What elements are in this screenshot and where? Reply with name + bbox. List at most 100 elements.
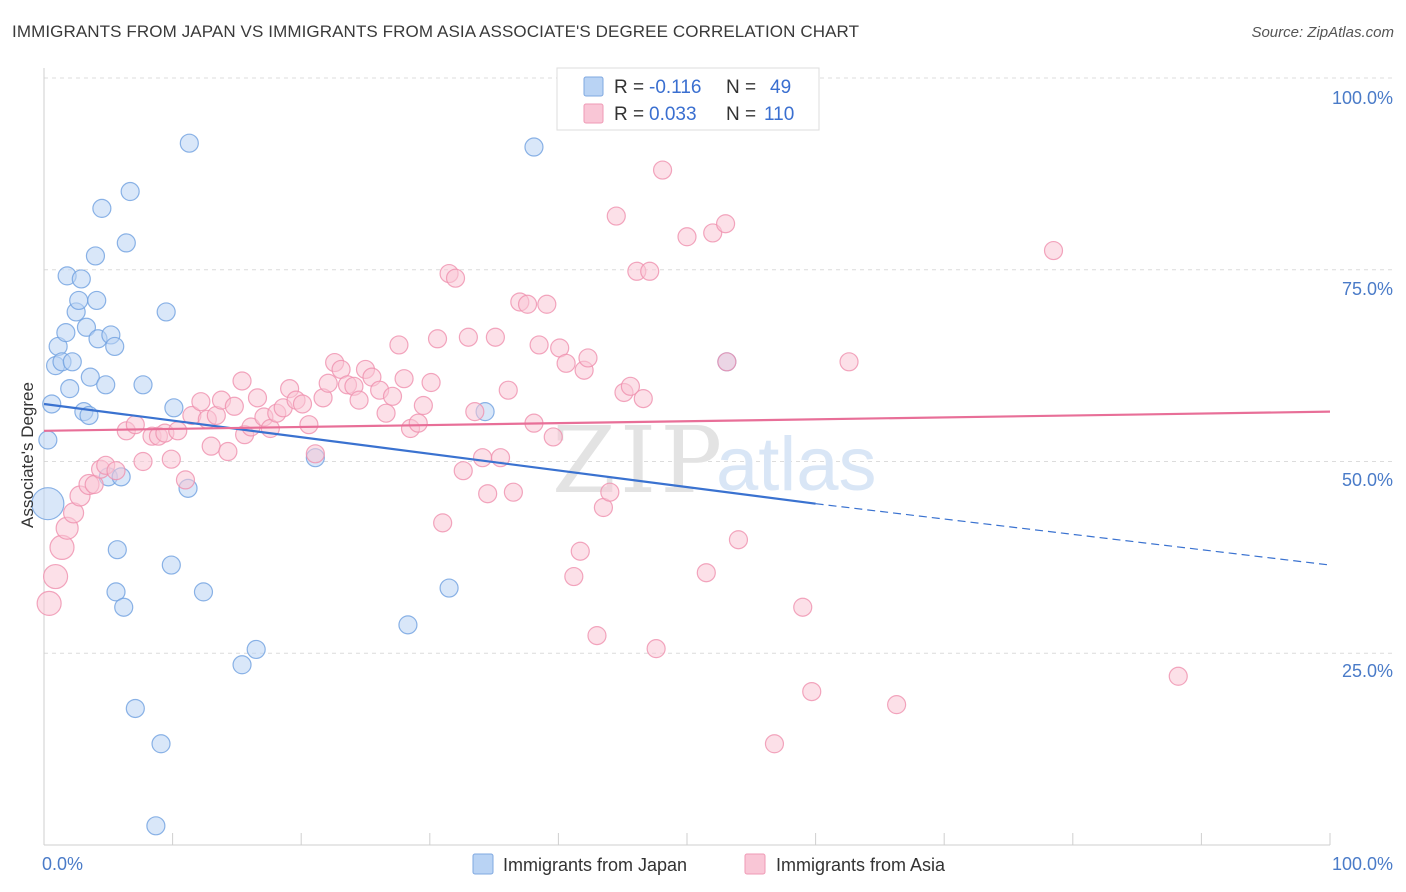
point-asia-26 [218, 441, 238, 462]
point-asia-59 [427, 329, 448, 349]
y-tick-label-75: 75.0% [1342, 279, 1393, 299]
point-asia-65 [465, 402, 485, 422]
point-asia-57 [413, 395, 433, 416]
point-asia-56 [408, 413, 428, 433]
point-asia-80 [564, 566, 584, 587]
bottom-legend-swatch-japan [472, 853, 494, 875]
y-tick-label-100: 100.0% [1332, 88, 1393, 108]
legend-r-value-asia: 0.033 [649, 104, 697, 125]
point-asia-84 [587, 626, 607, 646]
point-japan-25 [107, 540, 127, 560]
point-asia-92 [640, 261, 660, 281]
point-japan-17 [85, 246, 106, 266]
point-asia-21 [191, 392, 211, 412]
point-japan-29 [116, 233, 136, 253]
point-asia-83 [578, 348, 598, 368]
point-japan-11 [69, 290, 89, 311]
point-asia-58 [421, 372, 441, 393]
trend-asia [43, 410, 1331, 432]
point-asia-40 [305, 444, 325, 464]
point-japan-37 [164, 398, 184, 418]
point-japan-21 [96, 375, 116, 395]
point-japan-9 [62, 352, 82, 372]
y-tick-label-25: 25.0% [1342, 661, 1393, 681]
point-japan-8 [60, 379, 80, 399]
legend-n-label-japan: N = [726, 77, 756, 98]
top-legend: R = -0.116 N = 49 R = 0.033 N = 110 [556, 67, 820, 131]
point-asia-87 [606, 206, 626, 226]
point-asia-79 [556, 353, 576, 373]
point-japan-18 [87, 290, 107, 311]
point-asia-54 [394, 369, 414, 389]
point-asia-76 [537, 294, 557, 314]
point-asia-106 [1043, 240, 1064, 261]
point-japan-0 [31, 487, 65, 521]
legend-n-value-japan: 49 [770, 77, 791, 98]
point-asia-91 [633, 389, 653, 409]
series-japan-points [31, 133, 737, 836]
point-asia-81 [570, 541, 590, 561]
point-asia-52 [382, 386, 403, 406]
point-asia-62 [445, 268, 466, 288]
point-asia-86 [600, 482, 620, 502]
point-asia-73 [517, 294, 538, 314]
bottom-legend-swatch-asia [744, 853, 766, 875]
point-japan-39 [179, 133, 199, 153]
point-asia-17 [161, 449, 181, 469]
point-asia-42 [318, 373, 338, 393]
point-japan-47 [524, 137, 544, 157]
point-asia-67 [478, 484, 498, 504]
point-japan-41 [232, 655, 252, 675]
point-asia-101 [764, 734, 785, 754]
legend-n-label-asia: N = [726, 104, 756, 125]
legend-swatch-asia [583, 103, 604, 124]
trend-lines [43, 402, 1331, 566]
point-japan-20 [92, 198, 112, 218]
bottom-legend-label-japan: Immigrants from Japan [503, 855, 687, 875]
point-asia-18 [168, 421, 188, 441]
point-japan-26 [106, 582, 126, 602]
point-asia-66 [472, 448, 493, 468]
axes [43, 68, 1331, 846]
point-japan-31 [125, 698, 145, 719]
point-japan-28 [114, 597, 134, 617]
point-asia-103 [802, 681, 822, 702]
point-japan-6 [56, 323, 76, 343]
point-asia-75 [529, 335, 549, 355]
point-japan-24 [105, 336, 125, 357]
point-asia-63 [453, 461, 473, 481]
watermark-zip: ZIP [552, 407, 726, 514]
point-japan-42 [246, 639, 266, 660]
point-asia-95 [677, 227, 697, 247]
point-asia-77 [543, 427, 563, 447]
point-asia-28 [232, 371, 252, 391]
point-japan-44 [398, 615, 418, 635]
point-asia-107 [1168, 666, 1188, 686]
point-japan-14 [76, 317, 97, 337]
legend-n-value-asia: 110 [764, 104, 794, 125]
point-asia-98 [715, 214, 736, 234]
y-axis-label: Associate's Degree [18, 382, 37, 528]
point-asia-93 [646, 639, 666, 659]
point-asia-23 [201, 436, 221, 456]
point-japan-40 [193, 582, 214, 602]
point-asia-13 [133, 451, 153, 472]
bottom-legend-label-asia: Immigrants from Asia [776, 855, 946, 875]
point-asia-38 [292, 394, 313, 414]
point-japan-45 [439, 578, 459, 598]
point-asia-102 [793, 597, 813, 617]
legend-swatch-japan [583, 76, 604, 97]
legend-r-value-japan: -0.116 [649, 77, 701, 98]
point-japan-16 [80, 367, 100, 387]
point-asia-64 [458, 327, 478, 347]
point-asia-27 [224, 396, 244, 416]
trend-japan-solid [43, 402, 816, 505]
point-asia-105 [887, 695, 907, 715]
legend-r-label-asia: R = [614, 104, 644, 125]
point-japan-30 [120, 181, 140, 202]
point-japan-1 [38, 430, 58, 450]
x-tick-label-min: 0.0% [42, 854, 83, 874]
x-tick-label-max: 100.0% [1332, 854, 1393, 874]
point-asia-47 [349, 390, 369, 410]
watermark-atlas: atlas [716, 422, 877, 507]
